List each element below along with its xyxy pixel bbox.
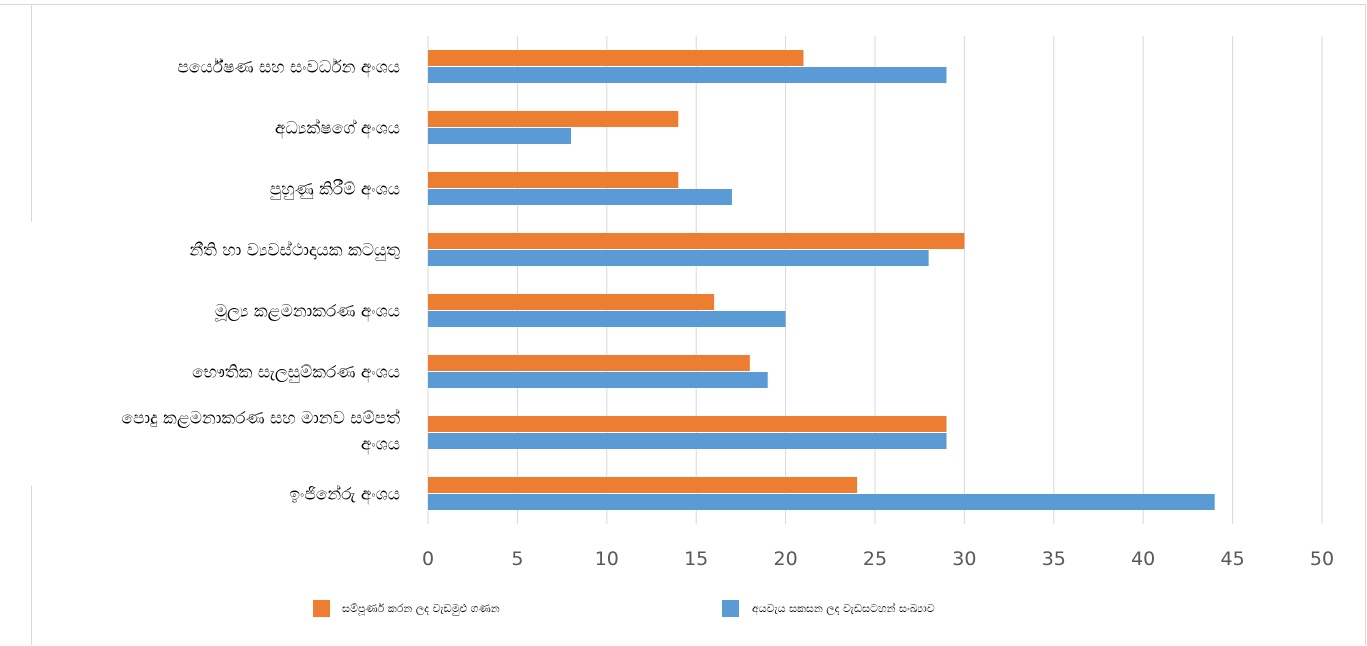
bar-s2-c8 (428, 494, 1215, 510)
x-tick-label-5: 5 (511, 548, 523, 570)
category-label-7: පොදු කළමනාකරණ සහ මානව සම්පත් අංශය (121, 408, 400, 455)
bar-s1-c6 (428, 355, 750, 371)
bar-s1-c3 (428, 172, 679, 188)
category-label-1: පර්යේෂණ සහ සංවර්ධන අංශය (177, 58, 400, 79)
category-label-4: නීති හා ව්‍යවස්ථාදායක කටයුතු (189, 240, 400, 260)
frame-left-border-lower (31, 486, 32, 645)
frame-left-border-upper (31, 4, 32, 222)
x-tick-label-45: 45 (1221, 548, 1245, 570)
legend-label-1: සම්පූර්ණ කරන ලද වැඩමුළු ගණන (342, 602, 500, 616)
bar-s1-c2 (428, 111, 679, 127)
legend-swatch-2 (722, 600, 739, 617)
x-tick-label-20: 20 (774, 548, 798, 570)
bar-s1-c1 (428, 50, 804, 66)
x-tick-label-10: 10 (595, 548, 619, 570)
bar-s1-c5 (428, 294, 715, 310)
x-tick-label-0: 0 (422, 548, 434, 570)
category-labels: පර්යේෂණ සහ සංවර්ධන අංශය අධ්‍යක්ෂගේ අංශය පු… (121, 58, 400, 506)
legend-swatch-1 (313, 600, 330, 617)
x-tick-label-35: 35 (1042, 548, 1066, 570)
bar-s2-c6 (428, 372, 768, 388)
frame-top-border (0, 4, 1366, 5)
legend-label-2: අයවැය සකසන ලද වැඩසටහන් සංඛ්‍යාව (752, 601, 935, 616)
x-tick-label-25: 25 (863, 548, 887, 570)
category-label-3: පුහුණු කිරීම් අංශය (270, 180, 400, 201)
x-tick-label-30: 30 (952, 548, 976, 570)
x-tick-label-15: 15 (684, 548, 708, 570)
bar-s2-c1 (428, 67, 947, 83)
bar-s2-c2 (428, 128, 572, 144)
bars (428, 50, 1215, 510)
bar-s2-c4 (428, 250, 929, 266)
category-label-8: ඉංජිනේරු අංශය (289, 484, 400, 505)
bar-s1-c8 (428, 477, 858, 493)
category-label-2: අධ්‍යක්ෂගේ අංශය (275, 118, 400, 139)
bar-s1-c7 (428, 416, 947, 432)
x-tick-label-40: 40 (1131, 548, 1155, 570)
x-axis-ticks: 0 5 10 15 20 25 30 35 40 45 50 (422, 548, 1334, 570)
x-tick-label-50: 50 (1310, 548, 1334, 570)
frame-right-border (1365, 4, 1366, 645)
bar-s1-c4 (428, 233, 965, 249)
bar-s2-c3 (428, 189, 732, 205)
bar-s2-c7 (428, 433, 947, 449)
bar-s2-c5 (428, 311, 786, 327)
gridlines (427, 36, 1323, 524)
category-label-5: මූල්‍ය කළමනාකරණ අංශය (215, 302, 400, 323)
legend: සම්පූර්ණ කරන ලද වැඩමුළු ගණන අයවැය සකසන ලද… (313, 600, 935, 617)
category-label-6: භෞතික සැලසුම්කරණ අංශය (192, 363, 400, 384)
